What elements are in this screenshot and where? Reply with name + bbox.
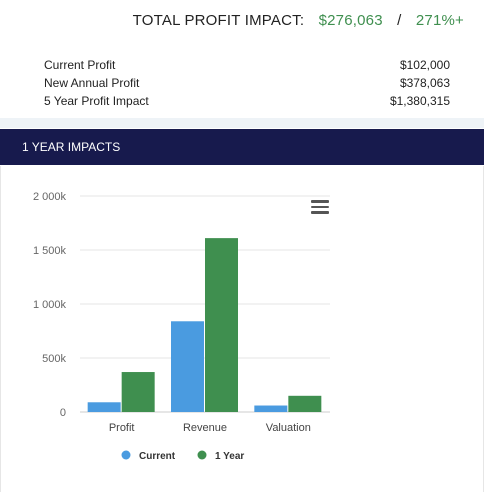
hamburger-menu-icon[interactable] [311,200,329,216]
legend-marker [121,450,131,460]
total-profit-impact-amount: $276,063 [318,12,383,29]
bar-current [171,321,204,412]
total-profit-impact-label: TOTAL PROFIT IMPACT: [132,12,305,29]
y-tick-label: 2 000k [33,191,67,203]
legend-label: Current [139,451,176,462]
legend-marker [197,450,207,460]
bar-chart: 0 500k 1 000k 1 500k 2 000k Profit Revenue Valu… [33,191,330,462]
profit-summary: Current Profit $102,000 New Annual Profi… [44,56,450,110]
bar-1-year [121,372,155,412]
y-tick-label: 0 [60,407,66,419]
y-tick-label: 1 500k [33,245,67,257]
y-tick-label: 1 000k [33,299,67,311]
chart-container: 0 500k 1 000k 1 500k 2 000k Profit Revenue Valu… [0,166,484,492]
summary-value: $1,380,315 [389,94,450,108]
y-tick-label: 500k [42,353,66,365]
bar-current [87,402,121,412]
panel-border-left [0,166,1,492]
summary-row-5-year-profit-impact: 5 Year Profit Impact $1,380,315 [44,92,450,110]
headline-separator: / [397,12,402,29]
bar-current [254,405,288,412]
legend-label: 1 Year [215,451,244,462]
summary-label: 5 Year Profit Impact [44,94,149,108]
x-tick-label: Revenue [183,422,227,434]
x-tick-label: Valuation [266,422,311,434]
bar-1-year [205,238,238,412]
divider-band [0,118,484,128]
total-profit-impact-headline: TOTAL PROFIT IMPACT: $276,063 / 271%+ [0,12,464,29]
bar-1-year [288,395,322,412]
x-tick-label: Profit [109,422,135,434]
total-profit-impact-percent: 271%+ [415,12,464,29]
section-header: 1 YEAR IMPACTS [0,129,484,165]
summary-label: Current Profit [44,58,116,72]
summary-row-new-annual-profit: New Annual Profit $378,063 [44,74,450,92]
summary-label: New Annual Profit [44,76,140,90]
summary-value: $378,063 [399,76,450,90]
summary-row-current-profit: Current Profit $102,000 [44,56,450,74]
summary-value: $102,000 [399,58,450,72]
